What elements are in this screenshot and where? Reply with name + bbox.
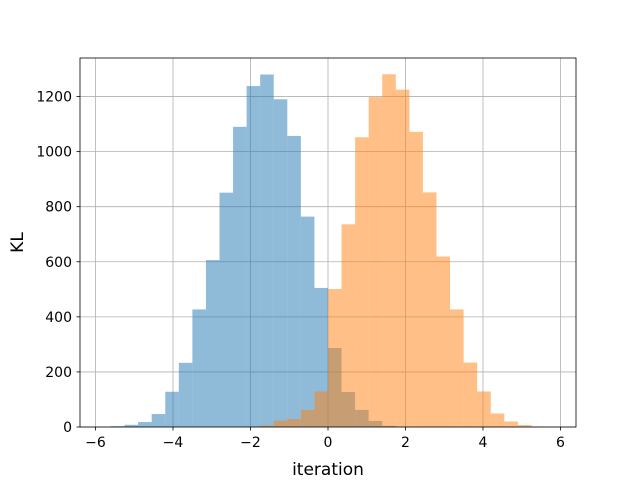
x-axis-label: iteration — [292, 460, 364, 480]
histogram-bar-series-1 — [124, 424, 139, 427]
x-tick-label: 4 — [479, 435, 488, 451]
histogram-bar-series-2 — [273, 420, 288, 427]
histogram-bar-series-1 — [260, 74, 274, 427]
histogram-bar-series-2 — [341, 224, 356, 427]
histogram-bar-series-2 — [382, 74, 396, 428]
x-tick-label: 0 — [324, 435, 333, 451]
histogram-bar-series-2 — [436, 256, 451, 427]
histogram-bar-series-1 — [178, 362, 193, 427]
y-tick-label: 400 — [45, 310, 72, 326]
histogram-bar-series-1 — [138, 422, 152, 427]
histogram-bar-series-1 — [273, 99, 288, 427]
histogram-bar-series-2 — [355, 137, 369, 427]
histogram-bar-series-2 — [504, 421, 518, 427]
histogram-bars — [111, 74, 545, 428]
y-tick-label: 600 — [45, 255, 72, 271]
y-axis-label: KL — [8, 232, 28, 253]
histogram-bar-series-1 — [233, 126, 247, 427]
y-tick-label: 800 — [45, 200, 72, 216]
y-tick-label: 1000 — [36, 145, 72, 161]
histogram-bar-series-2 — [300, 409, 315, 427]
histogram-bar-series-2 — [450, 309, 464, 427]
histogram-bar-series-2 — [477, 391, 491, 427]
histogram-bar-series-2 — [517, 425, 532, 427]
x-tick-label: −2 — [240, 435, 261, 451]
x-tick-label: 2 — [401, 435, 410, 451]
histogram-bar-series-2 — [328, 289, 342, 427]
histogram-bar-series-1 — [287, 135, 301, 427]
y-tick-label: 0 — [63, 420, 72, 436]
histogram-bar-series-1 — [192, 309, 206, 427]
histogram-bar-series-2 — [314, 391, 328, 427]
histogram-bar-series-2 — [368, 97, 383, 428]
histogram-bar-series-2 — [260, 425, 274, 427]
histogram-bar-series-1 — [219, 192, 234, 427]
x-tick-label: −4 — [163, 435, 184, 451]
histogram-bar-series-1 — [151, 414, 166, 427]
x-tick-label: −6 — [85, 435, 106, 451]
histogram-bar-series-2 — [422, 192, 437, 427]
y-tick-label: 1200 — [36, 90, 72, 106]
y-tick-label: 200 — [45, 365, 72, 381]
axis-ticks: −6 −4 −2 0 2 4 6 0 200 400 600 800 1000 1200 — [36, 90, 565, 451]
histogram-bar-series-2 — [287, 419, 301, 427]
histogram-bar-series-2 — [409, 131, 423, 428]
histogram-bar-series-2 — [490, 413, 505, 427]
x-tick-label: 6 — [556, 435, 565, 451]
histogram-bar-series-1 — [300, 216, 315, 427]
histogram-bar-series-1 — [246, 86, 261, 427]
histogram-bar-series-2 — [463, 362, 478, 427]
histogram-bar-series-1 — [111, 426, 125, 427]
histogram-bar-series-1 — [165, 391, 179, 427]
histogram-bar-series-2 — [395, 89, 410, 427]
histogram-bar-series-1 — [205, 260, 220, 427]
